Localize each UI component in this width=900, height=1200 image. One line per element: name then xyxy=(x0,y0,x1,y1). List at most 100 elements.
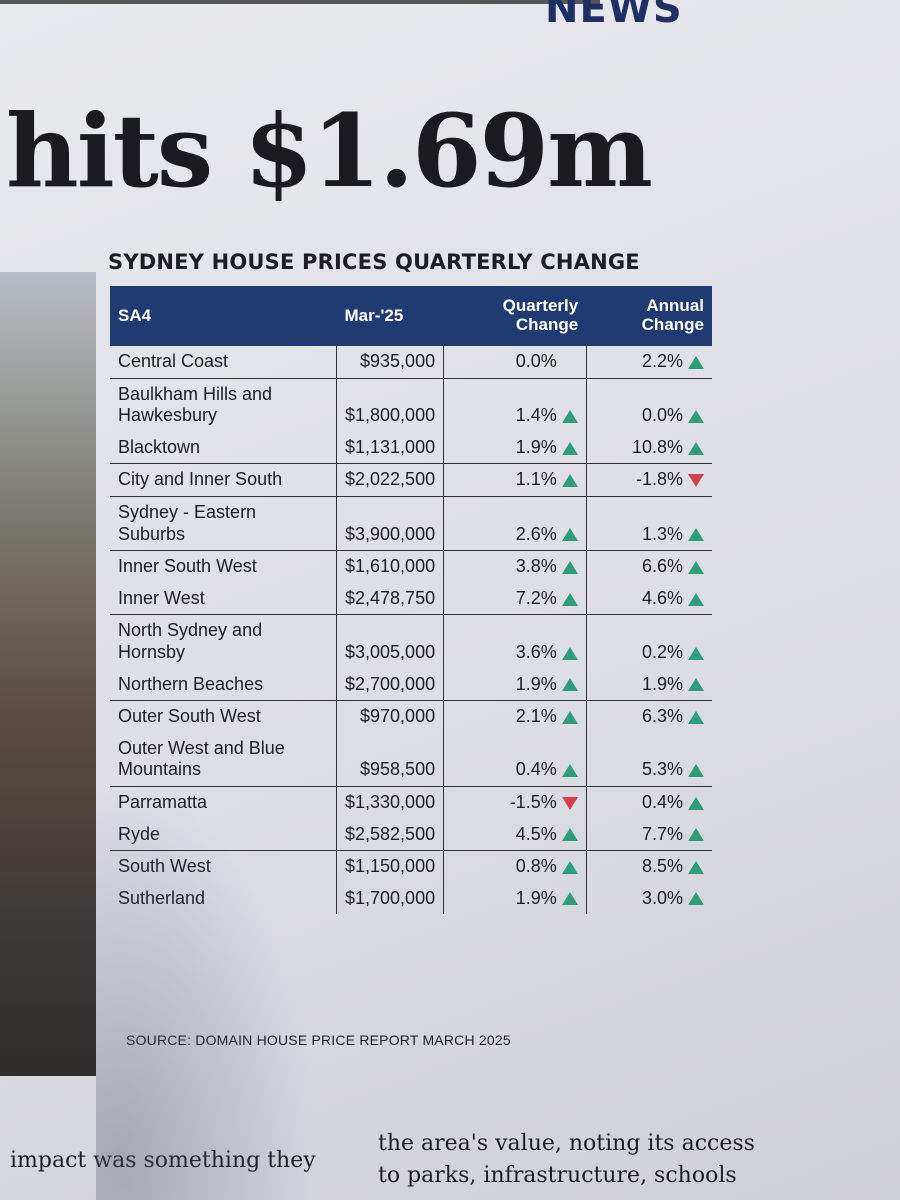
change-arrow xyxy=(688,474,704,488)
table-cell: 1.9% xyxy=(443,431,587,465)
photo xyxy=(0,272,96,1076)
cell-text: Outer South West xyxy=(118,706,261,727)
cell-text: 2.6% xyxy=(515,523,557,544)
table-cell: $1,131,000 xyxy=(335,431,444,465)
cell-text: 3.0% xyxy=(641,887,683,908)
table-row: Outer West and Blue Mountains $958,500 0.4… xyxy=(110,732,712,787)
table-cell: 3.6% xyxy=(443,614,587,669)
cell-text: 7.2% xyxy=(515,587,557,608)
cell-text: $1,150,000 xyxy=(345,856,436,877)
source: SOURCE: DOMAIN HOUSE PRICE REPORT MARCH … xyxy=(126,1032,511,1048)
cell-text: South West xyxy=(118,856,211,877)
table-cell: $935,000 xyxy=(335,346,444,379)
cell-text: $970,000 xyxy=(360,706,436,727)
table-cell: 1.1% xyxy=(443,463,587,497)
header-cell: SA4 xyxy=(110,286,337,346)
cell-text: $935,000 xyxy=(360,351,436,371)
table-cell: 7.7% xyxy=(585,818,712,852)
table-cell: -1.5% xyxy=(443,786,587,819)
body-line: to parks, infrastructure, schools xyxy=(378,1163,737,1188)
cell-text: Inner South West xyxy=(118,556,257,577)
change-arrow xyxy=(561,592,578,606)
table-cell: $1,700,000 xyxy=(335,882,444,915)
table-row: Baulkham Hills and Hawkesbury $1,800,000 1… xyxy=(110,378,712,432)
table-row: Ryde $2,582,500 4.5% 7.7% xyxy=(110,818,712,852)
table-cell: $1,610,000 xyxy=(335,550,444,583)
cell-text: 10.8% xyxy=(631,436,683,457)
table-cell: -1.8% xyxy=(585,463,712,497)
table-row: Parramatta $1,330,000 -1.5% 0.4% xyxy=(110,786,712,819)
cell-text: 6.3% xyxy=(641,706,683,727)
cell-text: 2.2% xyxy=(641,351,683,371)
cell-text: $1,700,000 xyxy=(345,887,436,908)
cell-text: 2.1% xyxy=(515,706,557,727)
cell-text: 1.3% xyxy=(641,523,683,544)
table-cell: Parramatta xyxy=(110,786,337,818)
cell-text: $2,478,750 xyxy=(345,587,436,608)
table-cell: 1.9% xyxy=(585,668,712,702)
cell-text: $2,022,500 xyxy=(345,469,436,490)
header-row: SA4 Mar-'25 Quarterly Change Annual Chan… xyxy=(110,286,712,346)
rule xyxy=(0,0,600,4)
cell-text: $2,700,000 xyxy=(345,673,436,694)
cell-text: 0.4% xyxy=(641,791,683,812)
table-cell: 6.6% xyxy=(585,550,712,583)
table-cell: 10.8% xyxy=(585,431,712,465)
cell-text: Sydney - Eastern Suburbs xyxy=(118,501,257,544)
cell-text: Sutherland xyxy=(118,887,206,908)
table-row: North Sydney and Hornsby $3,005,000 3.6% 0.… xyxy=(110,614,712,669)
change-arrow xyxy=(688,860,704,874)
change-arrow xyxy=(561,828,578,842)
table-cell: $3,900,000 xyxy=(335,496,444,552)
table-cell: 1.9% xyxy=(443,668,587,702)
body-column: impact was something they xyxy=(10,1148,316,1173)
change-arrow xyxy=(688,764,704,778)
table-row: Inner West $2,478,750 7.2% 4.6% xyxy=(110,582,712,616)
cell-text: 3.6% xyxy=(515,641,557,662)
cell-text: $3,005,000 xyxy=(345,641,436,662)
table-cell: 0.4% xyxy=(585,786,712,819)
headline: hits $1.69m xyxy=(6,92,653,210)
change-arrow xyxy=(688,678,704,692)
header-cell: Quarterly Change xyxy=(443,286,587,346)
cell-text: Northern Beaches xyxy=(118,673,264,694)
change-arrow xyxy=(688,409,704,423)
cell-text: $1,330,000 xyxy=(345,791,436,812)
table-cell: Inner South West xyxy=(110,551,337,583)
table-cell: $2,700,000 xyxy=(335,668,444,702)
table-cell: 4.6% xyxy=(585,582,712,616)
cell-text: $1,800,000 xyxy=(345,405,436,426)
body-line: the area's value, noting its access xyxy=(378,1131,755,1156)
table-cell: Ryde xyxy=(110,818,337,852)
change-arrow xyxy=(561,678,578,692)
table-cell: 1.4% xyxy=(443,378,587,432)
table-cell: 0.4% xyxy=(443,732,587,787)
table-row: Inner South West $1,610,000 3.8% 6.6% xyxy=(110,550,712,583)
table-cell: 3.0% xyxy=(585,882,712,915)
table-title: SYDNEY HOUSE PRICES QUARTERLY CHANGE xyxy=(108,250,640,274)
cell-text: 0.0% xyxy=(515,351,557,371)
table-cell: Sydney - Eastern Suburbs xyxy=(110,496,337,552)
cell-text: Ryde xyxy=(118,823,161,844)
table-cell: Sutherland xyxy=(110,883,337,915)
table-cell: 0.0% xyxy=(443,346,587,379)
table-cell: $970,000 xyxy=(335,700,444,733)
table-cell: $1,330,000 xyxy=(335,786,444,819)
change-arrow xyxy=(561,860,578,874)
cell-text: Central Coast xyxy=(118,351,229,371)
table-cell: Inner West xyxy=(110,582,337,616)
table-cell: Outer South West xyxy=(110,701,337,733)
table-cell: 5.3% xyxy=(585,732,712,787)
change-arrow xyxy=(561,560,578,574)
header-cell: Mar-'25 xyxy=(336,286,444,346)
cell-text: $1,610,000 xyxy=(345,556,436,577)
cell-text: -1.5% xyxy=(509,791,557,812)
cell-text: 0.8% xyxy=(515,856,557,877)
table-cell: 8.5% xyxy=(585,850,712,883)
change-arrow xyxy=(688,441,704,455)
table-cell: 7.2% xyxy=(443,582,587,616)
table-cell: 4.5% xyxy=(443,818,587,852)
table-cell: $958,500 xyxy=(335,732,444,787)
cell-text: 4.6% xyxy=(641,587,683,608)
